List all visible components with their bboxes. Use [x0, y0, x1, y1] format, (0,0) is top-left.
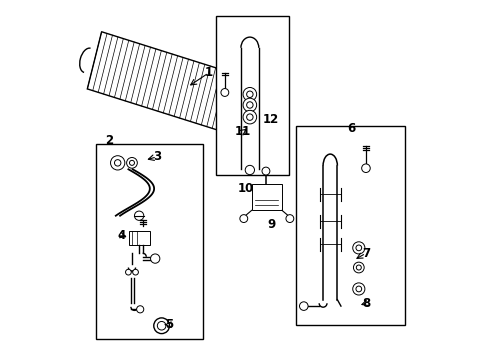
Circle shape [299, 302, 307, 310]
Bar [296, 126, 405, 325]
Text: 1: 1 [204, 66, 212, 79]
Circle shape [246, 102, 253, 108]
Circle shape [243, 98, 256, 112]
Text: 7: 7 [361, 247, 369, 260]
Text: 11: 11 [234, 125, 250, 138]
Circle shape [110, 156, 124, 170]
Circle shape [355, 286, 361, 292]
Text: 4: 4 [117, 229, 125, 242]
Circle shape [246, 91, 253, 98]
Text: 12: 12 [263, 113, 279, 126]
Circle shape [243, 87, 256, 101]
Text: 3: 3 [153, 150, 161, 163]
Circle shape [134, 211, 143, 220]
Circle shape [352, 242, 364, 254]
Circle shape [150, 254, 160, 263]
Circle shape [262, 167, 269, 175]
Circle shape [129, 160, 134, 165]
Circle shape [356, 265, 361, 270]
Circle shape [246, 114, 253, 120]
Circle shape [353, 262, 364, 273]
Circle shape [132, 269, 138, 275]
Text: 2: 2 [104, 134, 113, 147]
Circle shape [125, 269, 131, 275]
Circle shape [221, 89, 228, 96]
Circle shape [114, 159, 121, 166]
Polygon shape [87, 32, 237, 132]
Text: 6: 6 [347, 122, 355, 135]
Text: 10: 10 [238, 183, 254, 195]
Circle shape [285, 215, 293, 222]
Bar [216, 16, 288, 175]
Circle shape [240, 215, 247, 222]
Circle shape [243, 111, 256, 124]
Circle shape [361, 164, 369, 172]
Circle shape [136, 306, 143, 313]
Circle shape [157, 321, 165, 330]
Bar [251, 184, 282, 210]
Circle shape [355, 245, 361, 251]
Text: 5: 5 [164, 318, 173, 331]
Circle shape [153, 318, 169, 334]
Circle shape [126, 157, 137, 168]
Text: 9: 9 [266, 218, 275, 231]
Bar [96, 144, 203, 339]
Text: 8: 8 [361, 297, 369, 310]
Bar [129, 231, 150, 245]
Circle shape [244, 165, 254, 175]
Circle shape [352, 283, 364, 295]
